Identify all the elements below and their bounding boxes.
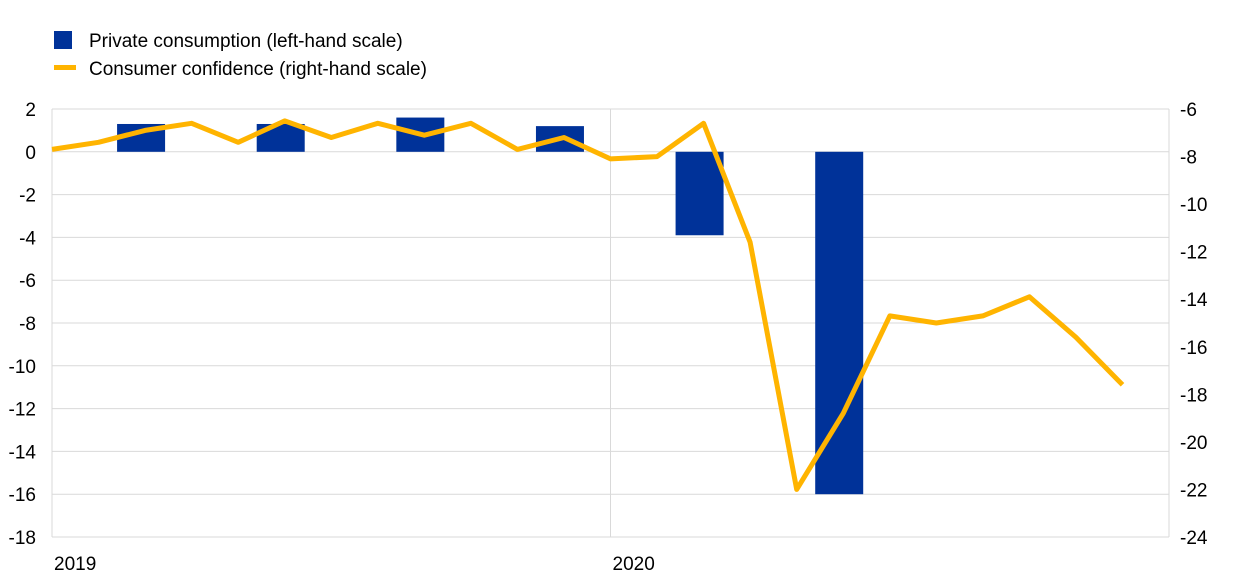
legend-swatch-private-consumption <box>54 31 72 49</box>
left-tick-label: -6 <box>19 271 36 292</box>
left-axis: 2 0 -2 -4 -6 -8 -10 -12 -14 -16 -18 <box>9 100 37 549</box>
left-tick-label: -4 <box>19 228 36 249</box>
x-tick-label: 2019 <box>54 554 96 575</box>
left-tick-label: -16 <box>9 485 36 506</box>
left-tick-label: 2 <box>25 100 36 121</box>
x-axis: 2019 2020 <box>54 554 655 575</box>
consumer-confidence-line <box>51 118 1125 492</box>
plot-area <box>51 109 1170 537</box>
left-tick-label: -18 <box>9 528 36 549</box>
right-tick-label: -24 <box>1180 528 1208 549</box>
right-tick-label: -14 <box>1180 290 1208 311</box>
left-tick-label: -2 <box>19 186 36 207</box>
right-tick-label: -10 <box>1180 195 1207 216</box>
legend: Private consumption (left-hand scale) Co… <box>54 31 427 80</box>
left-tick-label: -12 <box>9 400 36 421</box>
right-tick-label: -16 <box>1180 338 1207 359</box>
line-series-consumer-confidence <box>51 118 1125 492</box>
bar-series-private-consumption <box>117 117 864 495</box>
legend-label-private-consumption: Private consumption (left-hand scale) <box>89 31 403 52</box>
bar-2020-q2 <box>815 151 864 495</box>
x-tick-label: 2020 <box>613 554 655 575</box>
left-tick-label: -14 <box>9 442 37 463</box>
right-tick-label: -22 <box>1180 480 1207 501</box>
right-tick-label: -6 <box>1180 100 1197 121</box>
left-tick-label: -8 <box>19 314 36 335</box>
legend-label-consumer-confidence: Consumer confidence (right-hand scale) <box>89 59 427 80</box>
bar-2020-q1 <box>675 151 724 236</box>
right-tick-label: -18 <box>1180 385 1207 406</box>
right-tick-label: -8 <box>1180 148 1197 169</box>
left-tick-label: -10 <box>9 357 36 378</box>
legend-swatch-consumer-confidence <box>54 65 76 70</box>
right-axis: -6 -8 -10 -12 -14 -16 -18 -20 -22 -24 <box>1180 100 1208 549</box>
right-tick-label: -12 <box>1180 243 1207 264</box>
left-tick-label: 0 <box>25 143 36 164</box>
right-tick-label: -20 <box>1180 433 1207 454</box>
